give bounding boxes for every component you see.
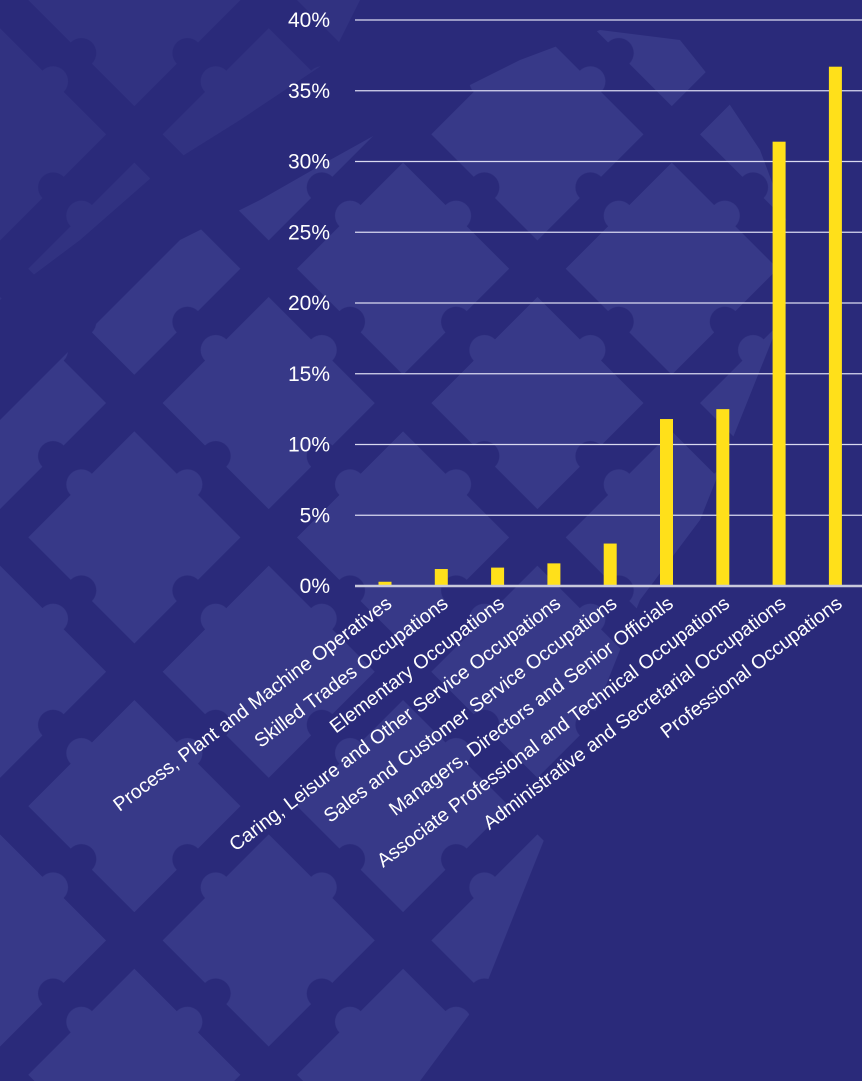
x-axis-category-labels: Process, Plant and Machine OperativesSki… [109,592,846,872]
y-tick-label: 35% [288,80,330,103]
y-tick-label: 20% [288,292,330,315]
bar [378,581,392,586]
y-tick-label: 10% [288,434,330,457]
y-tick-label: 0% [300,575,330,598]
bar [491,567,505,586]
y-tick-label: 15% [288,363,330,386]
y-tick-label: 40% [288,9,330,32]
bar [772,141,786,586]
bar [828,66,842,586]
y-tick-label: 5% [300,504,330,527]
bar [716,409,730,586]
bar [660,419,673,586]
bars [378,66,842,586]
bar [603,543,617,586]
bar [434,569,448,586]
y-tick-label: 30% [288,151,330,174]
gridlines [355,19,862,516]
y-axis-tick-labels: 0% 5% 10% 15% 20% 25% 30% 35% 40% [288,9,330,598]
bar [547,563,561,586]
y-tick-label: 25% [288,221,330,244]
